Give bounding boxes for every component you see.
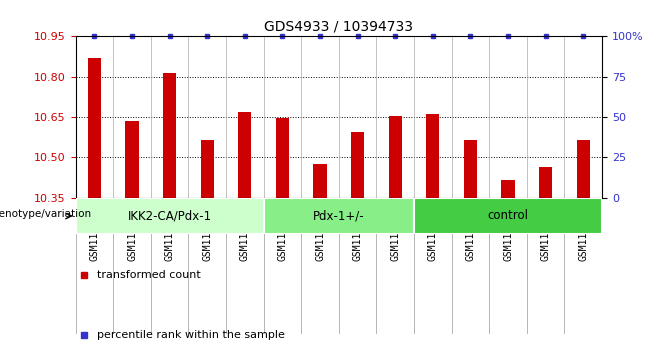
Bar [276,118,289,198]
Bar [426,114,440,198]
Text: GSM1151239: GSM1151239 [541,202,551,261]
Title: GDS4933 / 10394733: GDS4933 / 10394733 [265,20,413,34]
Text: GSM1151242: GSM1151242 [390,202,400,261]
Bar [163,73,176,198]
Text: GSM1151233: GSM1151233 [89,202,99,261]
Text: genotype/variation: genotype/variation [0,209,91,219]
Text: GSM1151245: GSM1151245 [240,202,250,261]
Bar [351,132,365,198]
Bar [126,121,139,198]
Text: GSM1151234: GSM1151234 [278,202,288,261]
Text: GSM1151241: GSM1151241 [353,202,363,261]
Bar [88,58,101,198]
Bar [414,198,602,234]
Text: IKK2-CA/Pdx-1: IKK2-CA/Pdx-1 [128,209,212,223]
Text: Pdx-1+/-: Pdx-1+/- [313,209,365,223]
Text: GSM1151243: GSM1151243 [578,202,588,261]
Text: GSM1151232: GSM1151232 [428,202,438,261]
Bar [264,198,414,234]
Text: percentile rank within the sample: percentile rank within the sample [97,330,285,340]
Text: transformed count: transformed count [97,270,201,280]
Bar [389,116,402,198]
Text: GSM1151238: GSM1151238 [127,202,137,261]
Bar [539,167,552,198]
Bar [76,198,264,234]
Bar [576,140,590,198]
Text: GSM1151235: GSM1151235 [465,202,476,261]
Bar [313,164,326,198]
Bar [238,112,251,198]
Bar [464,140,477,198]
Bar [201,140,214,198]
Text: GSM1151236: GSM1151236 [503,202,513,261]
Bar [501,180,515,198]
Text: GSM1151240: GSM1151240 [164,202,174,261]
Text: GSM1151237: GSM1151237 [315,202,325,261]
Text: control: control [488,209,528,223]
Text: GSM1151244: GSM1151244 [202,202,213,261]
